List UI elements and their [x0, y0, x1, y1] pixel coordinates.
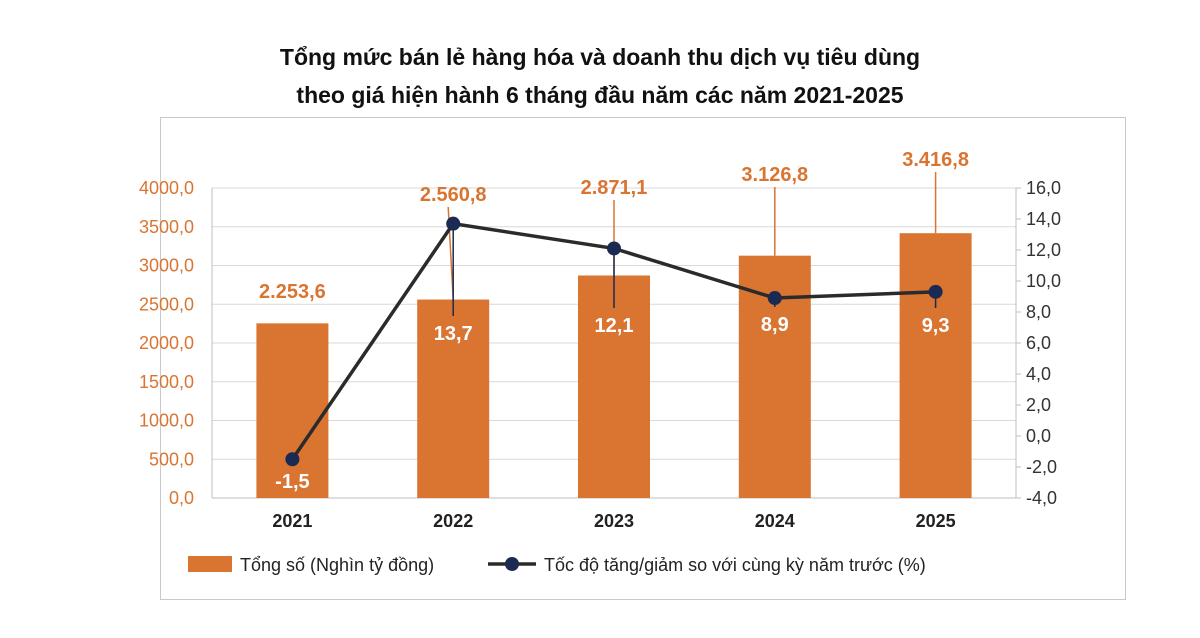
bar-value-label: 2.871,1 [581, 177, 648, 199]
chart-frame [160, 117, 1126, 600]
bar-2022 [417, 299, 490, 498]
chart-title-line-2: theo giá hiện hành 6 tháng đầu năm các n… [296, 82, 904, 108]
y-right-tick-label: 6,0 [1026, 333, 1051, 353]
line-point-2021 [285, 452, 300, 467]
y-left-tick-label: 4000,0 [139, 178, 194, 198]
bar-value-label: 3.416,8 [902, 149, 969, 171]
bar-2021 [256, 323, 329, 498]
chart-title-line-1: Tổng mức bán lẻ hàng hóa và doanh thu dị… [279, 44, 921, 70]
x-tick-label: 2022 [433, 511, 473, 531]
y-right-tick-label: 2,0 [1026, 395, 1051, 415]
y-left-tick-label: 0,0 [169, 488, 194, 508]
line-point-2025 [928, 284, 943, 299]
y-right-tick-label: -4,0 [1026, 488, 1057, 508]
line-point-2023 [607, 241, 621, 256]
x-tick-label: 2025 [916, 511, 956, 531]
y-right-tick-label: 12,0 [1026, 240, 1061, 260]
legend-bar-label: Tổng số (Nghìn tỷ đồng) [240, 555, 434, 575]
bar-2025 [899, 233, 972, 498]
y-left-tick-label: 1000,0 [139, 411, 194, 431]
y-right-tick-label: 14,0 [1026, 209, 1061, 229]
bar-value-label: 2.253,6 [259, 281, 326, 303]
y-right-tick-label: 8,0 [1026, 302, 1051, 322]
legend-line-marker [505, 557, 519, 571]
bar-value-label: 3.126,8 [741, 164, 808, 186]
y-right-tick-label: 10,0 [1026, 271, 1061, 291]
line-value-label: 9,3 [922, 315, 950, 337]
y-left-tick-label: 3000,0 [139, 256, 194, 276]
bar-2023 [578, 275, 650, 498]
y-left-tick-label: 500,0 [149, 449, 194, 469]
x-tick-label: 2023 [594, 511, 634, 531]
bar-value-label: 2.560,8 [420, 184, 487, 206]
legend-bar-swatch [188, 556, 232, 572]
line-value-label: 12,1 [595, 315, 634, 337]
y-left-tick-label: 2500,0 [139, 294, 194, 314]
y-left-tick-label: 2000,0 [139, 333, 194, 353]
line-value-label: 13,7 [434, 323, 473, 345]
x-tick-label: 2024 [755, 511, 795, 531]
y-right-tick-label: 4,0 [1026, 364, 1051, 384]
y-right-tick-label: 0,0 [1026, 426, 1051, 446]
line-value-label: -1,5 [275, 471, 309, 493]
legend-line-label: Tốc độ tăng/giảm so với cùng kỳ năm trướ… [544, 555, 926, 575]
line-point-2022 [446, 216, 461, 231]
y-right-tick-label: -2,0 [1026, 457, 1057, 477]
line-point-2024 [767, 291, 782, 306]
x-tick-label: 2021 [272, 511, 312, 531]
y-left-tick-label: 1500,0 [139, 372, 194, 392]
y-right-tick-label: 16,0 [1026, 178, 1061, 198]
line-value-label: 8,9 [761, 314, 789, 336]
y-left-tick-label: 3500,0 [139, 217, 194, 237]
